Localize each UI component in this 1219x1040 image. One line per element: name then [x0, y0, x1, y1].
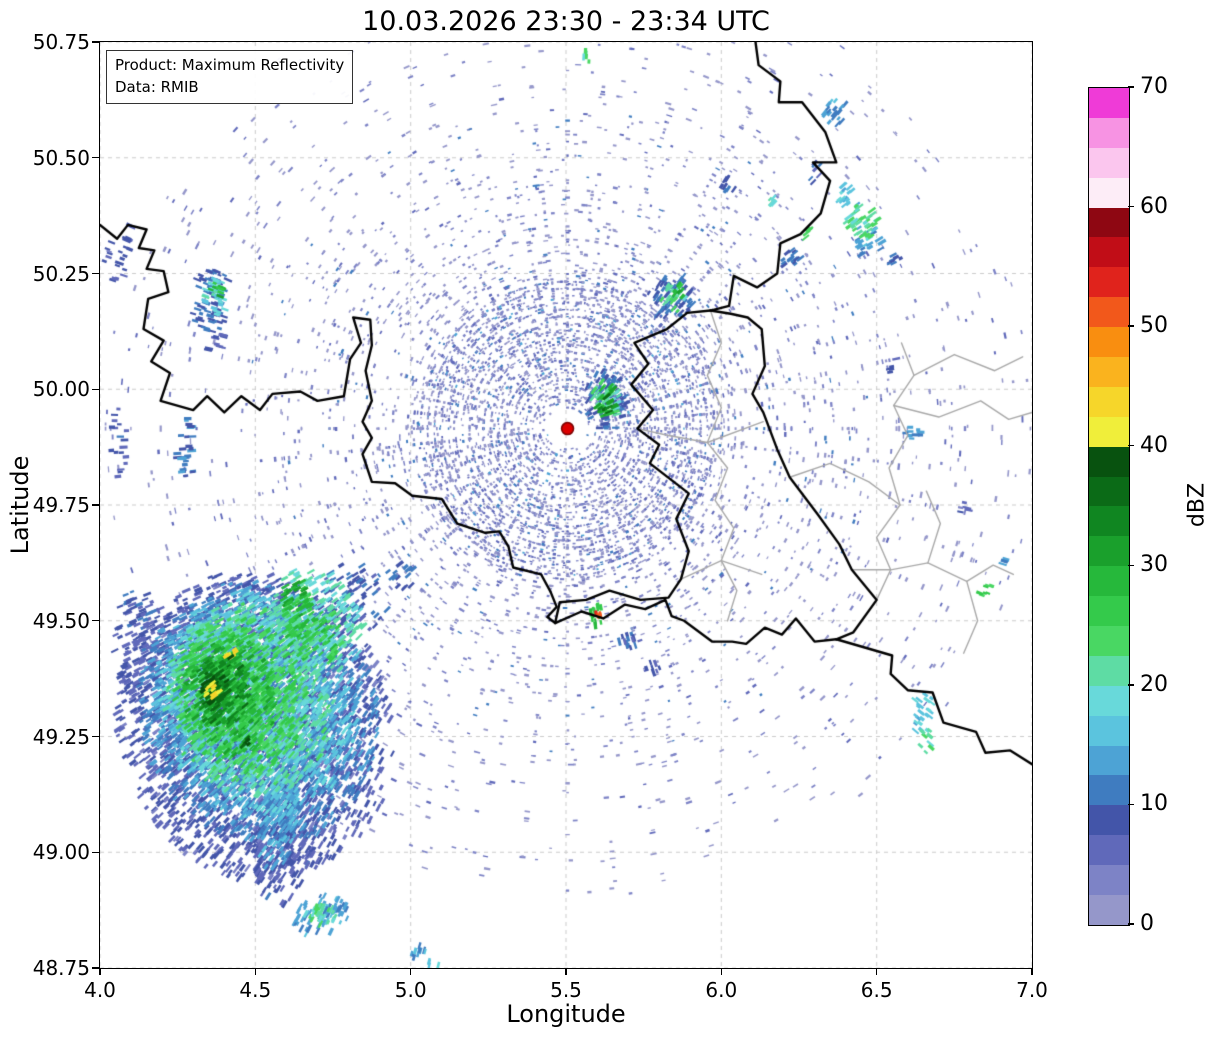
- colorbar-tick-mark: [1128, 684, 1134, 686]
- colorbar-tick-label: 60: [1140, 193, 1168, 219]
- y-tick-label: 50.25: [32, 261, 90, 286]
- colorbar-segment: [1089, 805, 1129, 836]
- colorbar-tick-mark: [1128, 923, 1134, 925]
- colorbar-segment: [1089, 536, 1129, 567]
- y-tick-mark: [92, 967, 99, 969]
- colorbar-segment: [1089, 596, 1129, 627]
- y-tick-label: 50.50: [32, 145, 90, 170]
- colorbar-segment: [1089, 267, 1129, 298]
- colorbar-segment: [1089, 416, 1129, 447]
- y-tick-label: 50.00: [32, 377, 90, 402]
- colorbar-tick-mark: [1128, 205, 1134, 208]
- colorbar-segment: [1089, 357, 1129, 387]
- x-tick-mark: [720, 968, 723, 975]
- colorbar-segment: [1089, 207, 1129, 238]
- colorbar-segment: [1089, 775, 1129, 806]
- colorbar-segment: [1089, 446, 1129, 477]
- colorbar-segment: [1089, 835, 1129, 866]
- colorbar-segment: [1089, 297, 1129, 328]
- x-tick-mark: [565, 968, 567, 975]
- colorbar-tick-mark: [1128, 803, 1134, 806]
- colorbar-tick-mark: [1128, 325, 1134, 327]
- y-tick-mark: [92, 157, 99, 159]
- colorbar-segment: [1089, 177, 1129, 208]
- x-tick-mark: [1031, 968, 1033, 975]
- colorbar-segment: [1089, 476, 1129, 507]
- colorbar-segment: [1089, 685, 1129, 716]
- x-tick-label: 6.0: [705, 978, 738, 1002]
- x-tick-mark: [99, 968, 101, 975]
- product-info-box: Product: Maximum Reflectivity Data: RMIB: [106, 50, 354, 104]
- colorbar-label: dBZ: [1184, 482, 1210, 528]
- x-tick-label: 7.0: [1016, 978, 1048, 1002]
- colorbar-tick-label: 50: [1140, 313, 1168, 339]
- colorbar-tick-mark: [1128, 564, 1134, 566]
- colorbar-segment: [1089, 865, 1129, 896]
- colorbar-tick-label: 30: [1140, 552, 1168, 578]
- product-label: Product: Maximum Reflectivity: [115, 56, 345, 74]
- y-tick-mark: [92, 272, 99, 275]
- y-tick-mark: [92, 620, 99, 622]
- colorbar-segment: [1089, 566, 1129, 597]
- colorbar-tick-mark: [1128, 445, 1134, 447]
- colorbar-gradient: [1089, 88, 1129, 925]
- x-tick-label: 6.5: [860, 978, 893, 1002]
- data-source-label: Data: RMIB: [115, 77, 199, 96]
- x-tick-mark: [254, 968, 257, 975]
- x-tick-label: 4.0: [84, 978, 116, 1002]
- y-tick-label: 49.00: [32, 840, 90, 865]
- colorbar-segment: [1089, 147, 1129, 178]
- colorbar-segment: [1089, 745, 1129, 776]
- chart-title: 10.03.2026 23:30 - 23:34 UTC: [362, 6, 770, 37]
- colorbar-segment: [1089, 715, 1129, 746]
- colorbar-tick-label: 70: [1140, 74, 1168, 99]
- y-tick-mark: [92, 504, 99, 506]
- x-axis-label: Longitude: [506, 1000, 626, 1028]
- x-tick-label: 4.5: [239, 978, 272, 1002]
- y-tick-label: 49.25: [32, 724, 90, 749]
- colorbar-tick-label: 20: [1140, 671, 1168, 697]
- x-tick-mark: [409, 968, 412, 975]
- colorbar-tick-mark: [1128, 86, 1134, 88]
- colorbar: [1088, 87, 1130, 926]
- colorbar-segment: [1089, 655, 1129, 686]
- colorbar-tick-label: 40: [1140, 432, 1168, 458]
- radar-map-canvas: [100, 42, 1032, 968]
- colorbar-tick-label: 0: [1140, 911, 1154, 936]
- x-tick-label: 5.5: [550, 978, 582, 1002]
- y-tick-label: 50.75: [32, 30, 90, 54]
- x-tick-label: 5.0: [394, 978, 427, 1002]
- colorbar-segment: [1089, 237, 1129, 268]
- x-tick-mark: [875, 968, 878, 975]
- y-tick-mark: [92, 735, 99, 738]
- colorbar-segment: [1089, 88, 1129, 118]
- y-tick-label: 49.75: [32, 493, 90, 517]
- y-tick-label: 48.75: [32, 956, 90, 980]
- colorbar-segment: [1089, 895, 1129, 925]
- colorbar-tick-label: 10: [1140, 791, 1168, 817]
- colorbar-segment: [1089, 506, 1129, 537]
- colorbar-segment: [1089, 117, 1129, 148]
- y-tick-mark: [92, 388, 99, 390]
- colorbar-segment: [1089, 386, 1129, 417]
- y-tick-mark: [92, 41, 99, 43]
- colorbar-segment: [1089, 626, 1129, 656]
- y-tick-label: 49.50: [32, 608, 90, 633]
- colorbar-segment: [1089, 327, 1129, 358]
- y-tick-mark: [92, 851, 99, 853]
